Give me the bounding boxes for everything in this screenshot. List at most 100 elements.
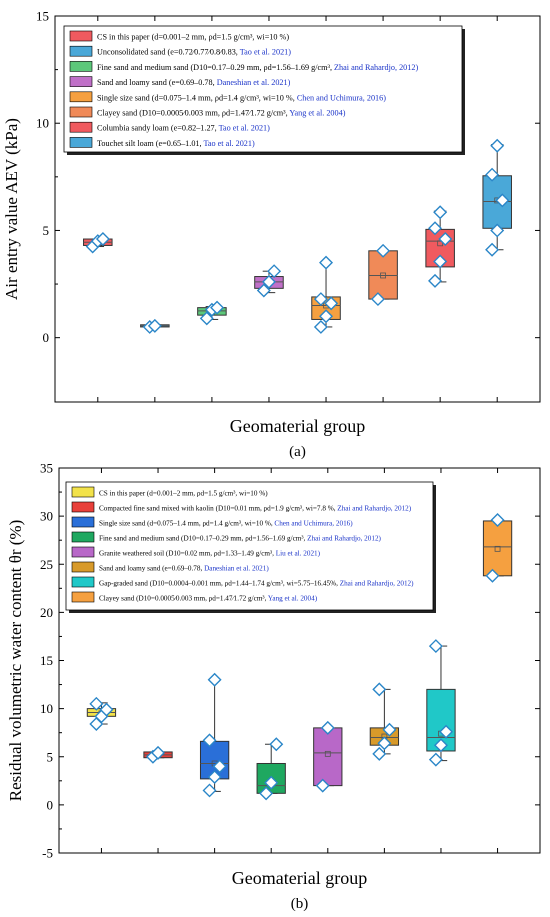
panel-label: (a) [289, 444, 306, 460]
legend-entry: Fine sand and medium sand (D10=0.17–0.29… [97, 63, 418, 72]
data-point [89, 696, 104, 711]
legend-label: Clayey sand (D10=0.0005∕0.003 mm, ρd=1.4… [99, 595, 268, 603]
plot-frame [54, 15, 541, 403]
y-tick-label: 20 [40, 605, 53, 620]
box-1 [86, 696, 117, 732]
data-point [259, 786, 274, 801]
data-point [428, 752, 443, 767]
legend-entry: Columbia sandy loam (e=0.82–1.27, Tao et… [97, 124, 270, 133]
data-point [428, 639, 443, 654]
legend-swatch [69, 30, 93, 42]
data-point [210, 300, 225, 315]
legend-swatch [71, 591, 95, 603]
data-point [319, 309, 334, 324]
legend-citation: Tao et al. 2021) [203, 139, 255, 148]
legend-citation: Liu et al. 2021) [276, 550, 321, 558]
data-point [485, 242, 500, 257]
data-point [264, 775, 279, 790]
box-2 [143, 745, 173, 764]
data-point [433, 254, 448, 269]
legend-label: Single size sand (d=0.075–1.4 mm, ρd=1.4… [97, 93, 297, 102]
box-3 [197, 300, 227, 326]
legend-box [63, 25, 463, 153]
data-point [207, 769, 222, 784]
box-8 [482, 512, 513, 583]
data-point [490, 512, 505, 527]
mean-marker [494, 545, 501, 552]
legend-label: Sand and loamy sand (e=0.69–0.78, [99, 565, 204, 573]
legend-entry: Touchet silt loam (e=0.65–1.01, Tao et a… [97, 139, 255, 148]
legend-citation: Chen and Uchimura, 2016) [297, 93, 386, 102]
data-point [438, 232, 453, 247]
legend-label: Single size sand (d=0.075–1.4 mm, ρd=1.4… [99, 520, 274, 528]
legend-citation: Tao et al. 2021) [240, 48, 292, 57]
legend-citation: Zhai and Rahardjo, 2012) [340, 580, 414, 588]
box-5 [311, 255, 341, 334]
box-5 [313, 720, 343, 793]
legend-swatch [69, 45, 93, 57]
y-tick-label: 10 [40, 701, 53, 716]
data-point [490, 223, 505, 238]
box-6 [368, 243, 398, 307]
data-point [376, 243, 391, 258]
legend-label: Granite weathered soil (D10=0.02 mm, ρd=… [99, 550, 276, 558]
data-point [315, 778, 330, 793]
legend-label: Fine sand and medium sand (D10=0.17–0.29… [99, 535, 307, 543]
legend: CS in this paper (d=0.001–2 mm, ρd=1.5 g… [63, 25, 465, 155]
data-point [372, 682, 387, 697]
legend-swatch [69, 121, 93, 133]
data-point [377, 736, 392, 751]
data-point [490, 138, 505, 153]
legend-swatch [71, 501, 95, 513]
legend-entry: CS in this paper (d=0.001–2 mm, ρd=1.5 g… [97, 33, 289, 42]
legend-entry: Compacted fine sand mixed with kaolin (D… [99, 505, 412, 513]
data-point [428, 273, 443, 288]
legend-citation: Yang et al. 2004) [268, 595, 318, 603]
mean-marker [324, 750, 331, 757]
legend-swatch [69, 106, 93, 118]
legend-entry: Gap-graded sand (D10=0.0004–0.001 mm, ρd… [99, 580, 414, 588]
y-axis-label: Residual volumetric water content θr (%) [6, 520, 25, 801]
box-8 [482, 138, 512, 257]
data-point [320, 720, 335, 735]
mean-marker [380, 272, 386, 279]
data-point [319, 255, 334, 270]
y-tick-label: 0 [47, 797, 54, 812]
y-axis-label: Air entry value AEV (kPa) [2, 118, 21, 300]
y-tick-label: 30 [40, 509, 53, 524]
box-4 [256, 737, 286, 801]
legend-citation: Daneshian et al. 2021) [204, 565, 269, 573]
data-point [428, 221, 443, 236]
box-7 [426, 639, 456, 767]
box-body [368, 250, 398, 300]
x-axis-label: Geomaterial group [232, 868, 367, 888]
y-tick-label: 5 [43, 223, 50, 238]
panel-a: 0 5 10 15 CS in this paper (d=0.001–2 mm, ρd… [2, 9, 541, 460]
data-point [313, 319, 328, 334]
legend-entry: Granite weathered soil (D10=0.02 mm, ρd=… [99, 550, 321, 558]
y-tick-label: 5 [47, 749, 54, 764]
data-point [269, 737, 284, 752]
data-point [485, 167, 500, 182]
data-point [202, 783, 217, 798]
y-tick-label: 10 [36, 116, 49, 131]
box-2 [140, 318, 170, 334]
legend-citation: Zhai and Rahardjo, 2012) [307, 535, 381, 543]
data-point [372, 746, 387, 761]
legend-entry: Single size sand (d=0.075–1.4 mm, ρd=1.4… [97, 93, 386, 102]
data-point [433, 738, 448, 753]
data-point [207, 672, 222, 687]
legend-label: CS in this paper (d=0.001–2 mm, ρd=1.5 g… [97, 33, 289, 42]
legend-entry: Fine sand and medium sand (D10=0.17–0.29… [99, 535, 382, 543]
legend-entry: CS in this paper (d=0.001–2 mm, ρd=1.5 g… [99, 490, 268, 498]
legend-swatch [71, 531, 95, 543]
legend: CS in this paper (d=0.001–2 mm, ρd=1.5 g… [65, 481, 436, 613]
data-point [256, 283, 271, 298]
legend-label: Columbia sandy loam (e=0.82–1.27, [97, 124, 219, 133]
data-point [212, 759, 227, 774]
data-point [151, 745, 166, 760]
legend-label: Gap-graded sand (D10=0.0004–0.001 mm, ρd… [99, 580, 340, 588]
y-tick-label: 35 [40, 461, 53, 476]
legend-label: Unconsolidated sand (e=0.72∕0.77∕0.8∕0.8… [97, 48, 240, 57]
legend-swatch [69, 76, 93, 87]
